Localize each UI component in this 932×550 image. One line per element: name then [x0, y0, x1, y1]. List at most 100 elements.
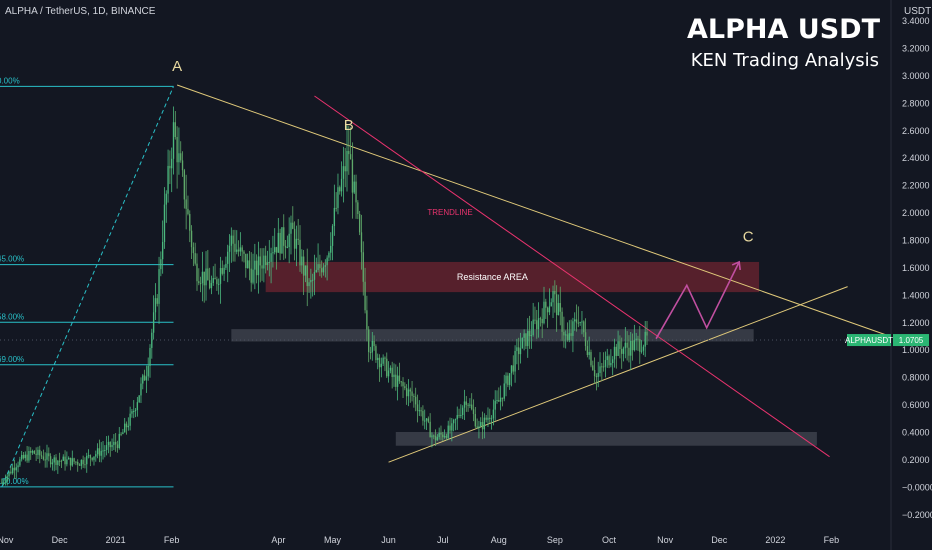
candle-body: [631, 340, 634, 351]
candle-body: [608, 356, 610, 366]
candle-body: [438, 432, 440, 438]
candle-body: [302, 256, 305, 276]
candle-body: [272, 252, 274, 254]
candle-body: [404, 386, 406, 389]
candle-body: [574, 319, 576, 322]
y-tick-labels: 3.4000 3.2000 3.0000 2.8000 2.6000 2.4000 2.20…: [902, 16, 932, 520]
candle-body: [254, 260, 256, 270]
x-tick-label: Feb: [164, 535, 180, 545]
candle-body: [57, 460, 59, 465]
candle-body: [505, 375, 507, 384]
candle-body: [243, 251, 245, 254]
candle-body: [420, 410, 422, 412]
candle-body: [349, 154, 352, 160]
x-tick-label: Aug: [491, 535, 507, 545]
candle-body: [10, 471, 12, 474]
y-tick-label: 0.6000: [902, 400, 930, 410]
candle-body: [100, 450, 102, 456]
candle-body: [261, 265, 263, 269]
candle-body: [489, 417, 491, 420]
candle-body: [436, 437, 439, 441]
candle-body: [174, 122, 176, 137]
candle-body: [331, 226, 334, 246]
candle-body: [330, 245, 332, 253]
candle-body: [501, 397, 504, 399]
candle-body: [523, 333, 525, 338]
x-tick-label: 2021: [106, 535, 126, 545]
candle-body: [592, 365, 594, 370]
support-zone: [231, 329, 754, 342]
candle-body: [380, 363, 383, 368]
candle-body: [360, 232, 363, 253]
candle-body: [304, 265, 307, 276]
x-tick-label: Apr: [271, 535, 285, 545]
candle-body: [21, 454, 23, 460]
candle-body: [127, 425, 129, 428]
time-axis[interactable]: Nov Dec 2021 Feb Apr May Jun Jul Aug Sep Oct Nov Dec…: [0, 535, 839, 545]
x-tick-label: Oct: [602, 535, 617, 545]
candle-body: [60, 460, 63, 462]
price-axis[interactable]: USDT 3.4000 3.2000 3.0000 2.8000 2.6000 2.400…: [890, 0, 932, 550]
candle-body: [107, 441, 110, 446]
candle-body: [198, 281, 200, 284]
candle-body: [469, 404, 471, 406]
candle-body: [275, 247, 278, 253]
candle-body: [86, 455, 88, 465]
candle-body: [246, 260, 249, 269]
y-tick-label: 3.4000: [902, 16, 930, 26]
candle-body: [71, 458, 73, 466]
candle-body: [98, 448, 101, 456]
candle-body: [465, 401, 467, 405]
candle-body: [87, 455, 90, 457]
candle-body: [378, 357, 381, 368]
projection-arrowhead: [731, 260, 741, 271]
candle-body: [223, 267, 225, 274]
x-tick-label: May: [324, 535, 342, 545]
candle-body: [322, 266, 325, 273]
candle-body: [521, 337, 523, 349]
candle-body: [239, 247, 242, 252]
candle-body: [458, 415, 460, 417]
candle-body: [111, 444, 113, 448]
candle-body: [508, 373, 511, 385]
candle-body: [561, 311, 563, 332]
candle-body: [104, 449, 106, 451]
candle-body: [245, 253, 247, 269]
candle-body: [189, 214, 191, 231]
candle-body: [472, 409, 475, 415]
candle-body: [642, 346, 645, 351]
candle-body: [624, 342, 627, 349]
candle-body: [568, 333, 570, 340]
x-tick-label: Dec: [52, 535, 69, 545]
candle-body: [416, 404, 419, 411]
candle-body: [570, 333, 572, 336]
last-price-value: 1.0705: [899, 336, 924, 345]
candle-body: [201, 271, 204, 284]
candle-body: [335, 207, 337, 209]
candle-body: [167, 165, 169, 194]
candle-body: [610, 363, 612, 366]
candle-body: [176, 136, 178, 163]
trendline-trendline: [314, 95, 830, 458]
candle-body: [387, 370, 390, 377]
y-tick-label: −0.0000: [902, 482, 932, 492]
candle-body: [510, 365, 513, 374]
candle-body: [353, 181, 355, 193]
pivot-label-b: B: [344, 117, 354, 134]
candle-body: [490, 418, 493, 420]
candle-body: [236, 249, 238, 252]
candle-body: [449, 425, 451, 431]
candle-body: [142, 375, 144, 384]
candle-body: [324, 265, 326, 267]
candle-body: [452, 420, 455, 424]
candle-body: [1, 482, 3, 484]
candle-body: [178, 153, 180, 163]
candle-body: [514, 350, 516, 372]
candle-body: [114, 441, 117, 445]
candle-body: [308, 282, 310, 287]
candle-body: [124, 423, 126, 433]
candle-body: [451, 423, 453, 431]
y-tick-label: 1.6000: [902, 263, 930, 273]
candle-body: [346, 151, 348, 172]
